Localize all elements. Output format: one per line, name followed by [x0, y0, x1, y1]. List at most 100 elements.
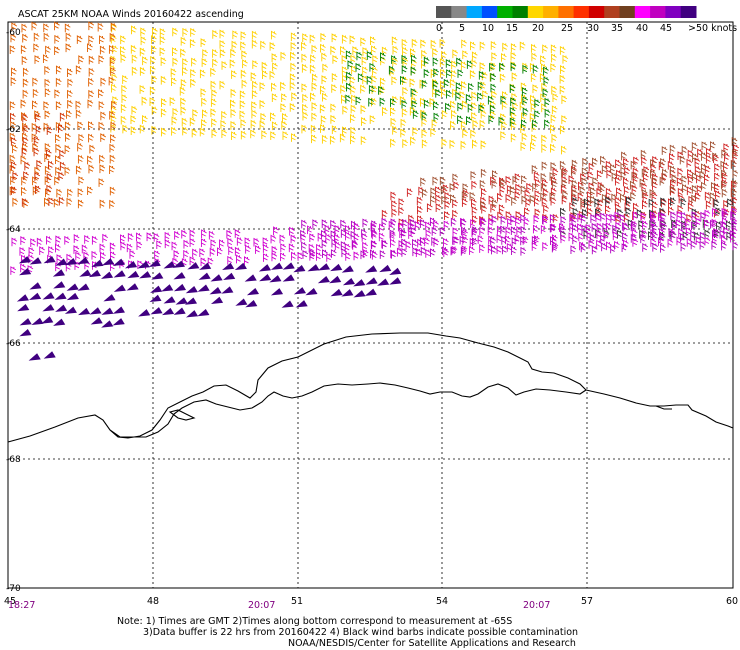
wind-barb — [532, 182, 538, 192]
wind-barb — [444, 191, 451, 201]
wind-barb — [75, 251, 82, 261]
wind-barb — [311, 134, 317, 144]
legend-swatch — [573, 6, 590, 18]
wind-barb — [244, 237, 251, 246]
wind-barb — [221, 286, 234, 294]
wind-barb — [84, 234, 90, 244]
wind-barb — [540, 182, 547, 192]
wind-barb — [669, 144, 676, 154]
wind-barb — [97, 22, 104, 32]
wind-barb — [572, 207, 579, 217]
wind-barb — [234, 262, 247, 271]
legend-swatch — [588, 6, 605, 18]
wind-barb — [110, 67, 116, 76]
wind-barb — [660, 197, 666, 207]
wind-barb — [230, 88, 237, 98]
wind-barb — [12, 197, 19, 207]
wind-barb — [10, 136, 17, 146]
wind-barb — [293, 287, 307, 295]
wind-barb — [89, 144, 96, 154]
wind-barb — [520, 214, 527, 224]
wind-barb — [172, 47, 178, 56]
wind-barb — [505, 175, 512, 185]
wind-barb — [532, 119, 538, 129]
wind-barb — [577, 192, 584, 202]
wind-barb — [416, 205, 423, 215]
wind-barb — [171, 241, 178, 251]
wind-barb — [349, 35, 356, 45]
wind-barb — [580, 243, 587, 253]
wind-barb — [695, 217, 702, 227]
wind-barb — [659, 176, 666, 186]
wind-barb — [600, 155, 606, 165]
wind-barb — [45, 149, 52, 159]
wind-barb — [159, 47, 166, 57]
wind-barb — [560, 207, 566, 217]
wind-barb — [190, 68, 196, 78]
wind-barb — [468, 82, 474, 92]
note-line-3: NOAA/NESDIS/Center for Satellite Applica… — [288, 638, 576, 649]
wind-barb — [48, 246, 54, 255]
wind-barb — [695, 236, 702, 246]
wind-barb — [491, 52, 498, 61]
wind-barb — [331, 73, 338, 82]
wind-barb — [29, 257, 42, 265]
wind-barb — [498, 116, 505, 126]
wind-barb — [180, 106, 187, 116]
wind-barb — [99, 243, 106, 253]
wind-barb — [259, 273, 272, 282]
wind-barb — [704, 229, 711, 239]
wind-barb — [66, 197, 73, 207]
wind-barb — [561, 168, 567, 178]
wind-barb — [187, 262, 200, 270]
wind-barb — [452, 209, 458, 219]
wind-barb — [321, 229, 327, 239]
coastline-fragment-2 — [655, 405, 672, 410]
wind-barb — [490, 40, 497, 50]
wind-barb — [159, 35, 166, 45]
wind-barb — [55, 101, 62, 110]
wind-barb — [44, 197, 50, 207]
wind-barb — [219, 239, 225, 249]
wind-barb — [542, 215, 548, 225]
wind-barb — [330, 45, 337, 55]
wind-barb — [197, 308, 210, 317]
wind-barb — [136, 232, 142, 242]
wind-barb — [421, 139, 428, 149]
wind-barb — [441, 138, 448, 148]
wind-barb — [640, 234, 646, 244]
wind-barb — [302, 111, 309, 121]
wind-barb — [469, 246, 475, 255]
wind-barb — [227, 237, 234, 247]
wind-barb — [371, 45, 377, 55]
wind-barb — [586, 207, 593, 217]
wind-barb — [500, 52, 507, 62]
wind-barb — [531, 235, 538, 245]
wind-barb — [210, 239, 217, 248]
wind-barb — [252, 60, 259, 69]
wind-barb — [289, 73, 296, 83]
wind-barb — [340, 228, 347, 238]
wind-barb — [715, 190, 721, 200]
wind-barb — [391, 76, 398, 86]
lat-label: -68 — [6, 455, 21, 465]
wind-barb — [219, 29, 226, 39]
wind-barb — [490, 236, 496, 246]
wind-barb — [330, 103, 337, 113]
wind-barb — [149, 65, 156, 75]
wind-barb — [595, 213, 602, 223]
wind-barb — [520, 246, 527, 256]
wind-barb — [601, 242, 607, 252]
wind-barb — [480, 217, 487, 227]
wind-barb — [685, 227, 692, 236]
latitude-labels: -60 -62 -64 -66 -68 -70 — [6, 28, 21, 594]
wind-barb — [599, 183, 606, 193]
wind-barb — [402, 138, 408, 148]
wind-barb — [125, 261, 138, 269]
wind-barb — [430, 127, 437, 137]
wind-barb — [670, 196, 676, 206]
lat-label: -62 — [6, 125, 21, 135]
wind-barb — [19, 318, 32, 326]
wind-barb — [691, 141, 698, 151]
wind-barb — [614, 196, 621, 206]
